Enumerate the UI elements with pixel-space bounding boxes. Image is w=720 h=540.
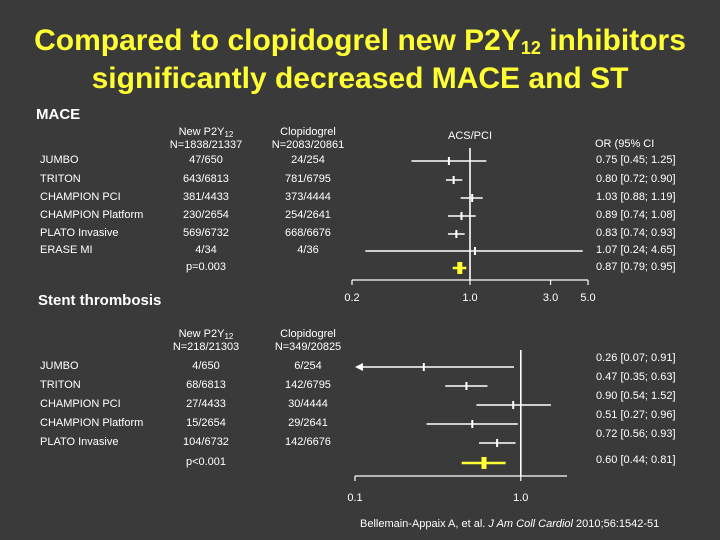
mace-new-events-5: 4/34 [195, 244, 217, 256]
mace-new-events-4: 569/6732 [183, 227, 229, 239]
mace-clop-events-4: 668/6676 [285, 227, 331, 239]
st-or-text-1: 0.47 [0.35; 0.63] [596, 371, 676, 383]
st-new-events-0: 4/650 [192, 360, 220, 372]
slide-title: Compared to clopidogrel new P2Y12 inhibi… [0, 22, 720, 98]
st-tick-label-1: 1.0 [513, 492, 528, 504]
mace-study-name-1: TRITON [40, 173, 81, 185]
mace-or-header: OR (95% CI [595, 138, 655, 150]
mace-tick-label-2: 3.0 [543, 292, 558, 304]
mace-study-name-5: ERASE MI [40, 244, 93, 256]
mace-or-text-3: 0.89 [0.74; 1.08] [596, 209, 676, 221]
st-new-events-3: 15/2654 [186, 417, 226, 429]
st-study-name-4: PLATO Invasive [40, 436, 119, 448]
st-pooled-or-mark [481, 457, 487, 469]
st-clop-events-3: 29/2641 [288, 417, 328, 429]
mace-or-text-5: 1.07 [0.24; 4.65] [596, 244, 676, 256]
st-clop-events-1: 142/6795 [285, 379, 331, 391]
mace-clop-events-2: 373/4444 [285, 191, 331, 203]
mace-tick-label-3: 5.0 [580, 292, 595, 304]
st-new-events-1: 68/6813 [186, 379, 226, 391]
mace-study-name-2: CHAMPION PCI [40, 191, 121, 203]
st-tick-label-0: 0.1 [347, 492, 362, 504]
st-new-events-4: 104/6732 [183, 436, 229, 448]
mace-new-events-3: 230/2654 [183, 209, 229, 221]
st-or-text-4: 0.72 [0.56; 0.93] [596, 428, 676, 440]
mace-pooled-p: p=0.003 [185, 261, 227, 273]
st-header-new: New P2Y12 N=218/21303 [172, 328, 240, 353]
mace-study-name-4: PLATO Invasive [40, 227, 119, 239]
mace-plot-label: ACS/PCI [447, 130, 492, 142]
st-study-name-0: JUMBO [40, 360, 79, 372]
st-pooled-or-text: 0.60 [0.44; 0.81] [596, 454, 676, 466]
st-ci-arrow-0 [355, 363, 363, 371]
st-section-label: Stent thrombosis [38, 292, 162, 309]
st-new-events-2: 27/4433 [186, 398, 226, 410]
mace-study-name-3: CHAMPION Platform [40, 209, 144, 221]
mace-clop-events-0: 24/254 [291, 154, 325, 166]
citation: Bellemain-Appaix A, et al. J Am Coll Car… [360, 518, 660, 530]
mace-clop-events-5: 4/36 [297, 244, 319, 256]
mace-section-label: MACE [36, 106, 81, 123]
mace-clop-events-3: 254/2641 [285, 209, 331, 221]
st-clop-events-2: 30/4444 [288, 398, 328, 410]
st-header-clopidogrel: Clopidogrel N=349/20825 [274, 328, 342, 353]
title-line-2: significantly decreased MACE and ST [91, 62, 629, 95]
mace-or-text-4: 0.83 [0.74; 0.93] [596, 227, 676, 239]
st-or-text-0: 0.26 [0.07; 0.91] [596, 352, 676, 364]
mace-or-text-2: 1.03 [0.88; 1.19] [596, 191, 676, 203]
st-or-text-2: 0.90 [0.54; 1.52] [596, 390, 676, 402]
mace-pooled-or-text: 0.87 [0.79; 0.95] [596, 261, 676, 273]
mace-header-new: New P2Y12 N=1838/21337 [169, 126, 243, 151]
mace-new-events-0: 47/650 [189, 154, 223, 166]
mace-tick-label-1: 1.0 [462, 292, 477, 304]
mace-or-text-0: 0.75 [0.45; 1.25] [596, 154, 676, 166]
mace-or-text-1: 0.80 [0.72; 0.90] [596, 173, 676, 185]
title-line-1: Compared to clopidogrel new P2Y12 inhibi… [34, 24, 686, 58]
mace-new-events-1: 643/6813 [183, 173, 229, 185]
mace-tick-label-0: 0.2 [344, 292, 359, 304]
st-study-name-3: CHAMPION Platform [40, 417, 144, 429]
st-pooled-p: p<0.001 [185, 456, 227, 468]
st-study-name-1: TRITON [40, 379, 81, 391]
st-clop-events-4: 142/6676 [285, 436, 331, 448]
mace-new-events-2: 381/4433 [183, 191, 229, 203]
st-study-name-2: CHAMPION PCI [40, 398, 121, 410]
mace-pooled-or-mark [457, 262, 463, 274]
mace-clop-events-1: 781/6795 [285, 173, 331, 185]
mace-header-clopidogrel: Clopidogrel N=2083/20861 [271, 126, 345, 151]
st-clop-events-0: 6/254 [294, 360, 322, 372]
mace-study-name-0: JUMBO [40, 154, 79, 166]
st-or-text-3: 0.51 [0.27; 0.96] [596, 409, 676, 421]
